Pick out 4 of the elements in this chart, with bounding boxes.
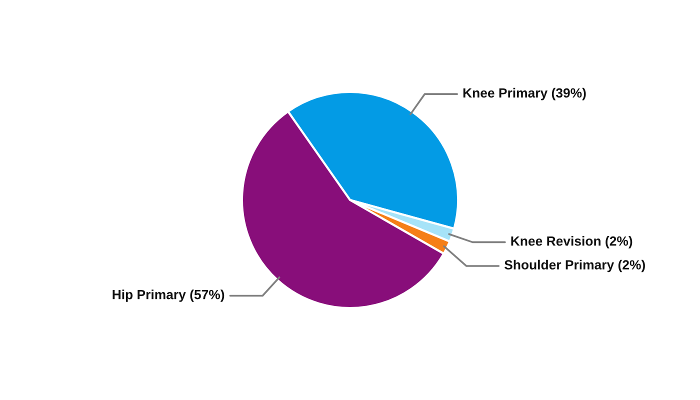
slice-label: Knee Primary (39%)	[463, 88, 586, 100]
slice-label: Hip Primary (57%)	[112, 290, 224, 302]
slice-label: Knee Revision (2%)	[511, 236, 632, 248]
slice-label: Shoulder Primary (2%)	[504, 260, 645, 272]
